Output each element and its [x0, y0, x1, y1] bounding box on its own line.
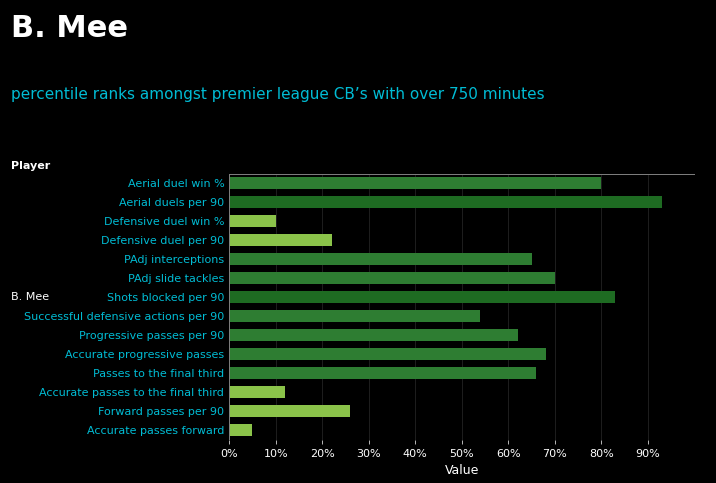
Text: percentile ranks amongst premier league CB’s with over 750 minutes: percentile ranks amongst premier league … — [11, 87, 544, 102]
Bar — [229, 177, 601, 189]
Bar — [229, 234, 332, 246]
Bar — [229, 197, 662, 208]
Bar — [229, 254, 531, 265]
Bar — [229, 405, 350, 417]
Bar — [229, 348, 546, 360]
Bar — [229, 367, 536, 379]
Bar — [229, 329, 518, 341]
Bar — [229, 215, 276, 227]
Text: B. Mee: B. Mee — [11, 14, 127, 43]
Bar — [229, 291, 616, 303]
Text: Player: Player — [11, 161, 50, 171]
Bar — [229, 310, 480, 322]
Bar — [229, 386, 285, 398]
Bar — [229, 424, 253, 436]
Bar — [229, 272, 555, 284]
X-axis label: Value: Value — [445, 464, 479, 477]
Text: B. Mee: B. Mee — [11, 292, 49, 302]
